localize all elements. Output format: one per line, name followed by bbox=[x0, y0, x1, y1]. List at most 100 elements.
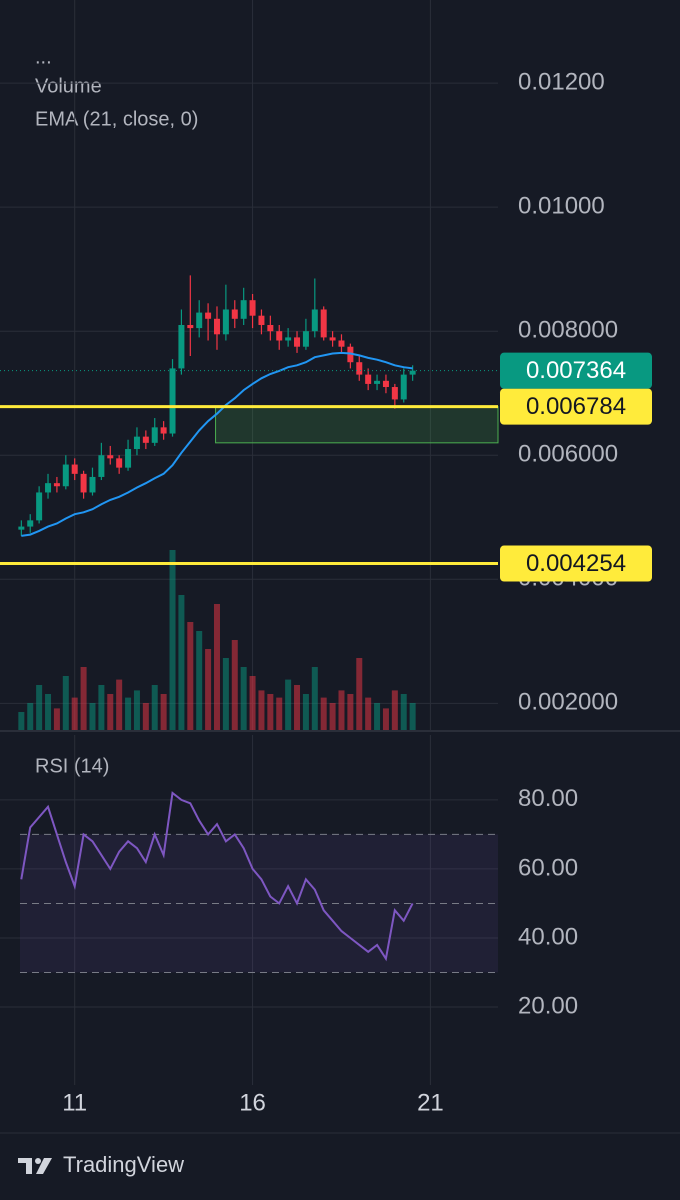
volume-bar bbox=[382, 708, 389, 730]
candle-body bbox=[391, 387, 398, 400]
candle-body bbox=[231, 309, 238, 319]
volume-bar bbox=[125, 697, 132, 730]
price-badge-label: 0.006784 bbox=[526, 393, 626, 420]
volume-bar bbox=[36, 685, 43, 730]
volume-bar bbox=[285, 679, 292, 730]
volume-bar bbox=[365, 697, 372, 730]
legend-volume: Volume bbox=[35, 75, 102, 97]
candle-body bbox=[205, 312, 212, 319]
y-tick-label: 0.01000 bbox=[518, 192, 605, 219]
candle-body bbox=[169, 368, 176, 434]
candle-body bbox=[329, 337, 336, 341]
candle-body bbox=[320, 309, 327, 338]
volume-bar bbox=[187, 622, 194, 730]
candle-body bbox=[294, 337, 301, 347]
volume-bar bbox=[62, 676, 69, 730]
candle-body bbox=[302, 331, 309, 347]
candle-body bbox=[356, 362, 363, 375]
volume-bar bbox=[329, 703, 336, 730]
volume-bar bbox=[160, 694, 167, 730]
volume-bar bbox=[142, 703, 149, 730]
volume-bar bbox=[80, 667, 87, 730]
volume-bar bbox=[107, 694, 114, 730]
volume-bar bbox=[374, 703, 381, 730]
volume-bar bbox=[302, 694, 309, 730]
volume-bar bbox=[267, 694, 274, 730]
y-tick-label: 20.00 bbox=[518, 992, 578, 1019]
y-tick-label: 80.00 bbox=[518, 785, 578, 812]
candle-body bbox=[160, 427, 167, 434]
volume-bar bbox=[151, 685, 158, 730]
volume-bar bbox=[98, 685, 105, 730]
last-price-badge bbox=[500, 352, 652, 389]
rsi-title: RSI (14) bbox=[35, 755, 109, 777]
volume-bar bbox=[18, 712, 25, 730]
volume-bar bbox=[347, 694, 354, 730]
candle-body bbox=[213, 318, 220, 335]
volume-bar bbox=[205, 649, 212, 730]
volume-bar bbox=[276, 697, 283, 730]
candle-body bbox=[125, 449, 132, 468]
volume-bar bbox=[71, 697, 78, 730]
candle-body bbox=[222, 309, 229, 335]
volume-bar bbox=[400, 694, 407, 730]
volume-bar bbox=[231, 640, 238, 730]
candle-body bbox=[240, 300, 247, 319]
price-badge-label: 0.004254 bbox=[526, 550, 626, 577]
candle-body bbox=[36, 492, 43, 521]
candle-body bbox=[62, 464, 69, 487]
volume-bar bbox=[27, 703, 34, 730]
volume-bar bbox=[258, 690, 265, 730]
candle-body bbox=[53, 483, 60, 487]
candle-body bbox=[267, 324, 274, 332]
candle-body bbox=[71, 464, 78, 474]
volume-bar bbox=[178, 595, 185, 730]
y-tick-label: 0.006000 bbox=[518, 441, 618, 468]
volume-bar bbox=[196, 631, 203, 730]
y-tick-label: 60.00 bbox=[518, 854, 578, 881]
price-badge bbox=[500, 545, 652, 582]
brand-logo bbox=[18, 1158, 52, 1174]
volume-bar bbox=[169, 550, 176, 730]
volume-bar bbox=[320, 697, 327, 730]
brand-name: TradingView bbox=[63, 1152, 184, 1177]
candle-body bbox=[18, 526, 25, 530]
candle-body bbox=[400, 374, 407, 400]
volume-bar bbox=[356, 658, 363, 730]
candle-body bbox=[276, 331, 283, 341]
candle-body bbox=[178, 324, 185, 369]
volume-bar bbox=[391, 690, 398, 730]
legend-ema: EMA (21, close, 0) bbox=[35, 108, 198, 130]
candle-body bbox=[142, 436, 149, 443]
candle-body bbox=[151, 427, 158, 443]
candle-body bbox=[196, 312, 203, 329]
candle-body bbox=[258, 315, 265, 325]
candle-body bbox=[187, 324, 194, 329]
candle-body bbox=[116, 458, 123, 468]
candle-body bbox=[338, 340, 345, 347]
volume-bar bbox=[53, 708, 60, 730]
volume-bar bbox=[409, 703, 416, 730]
volume-bar bbox=[89, 703, 96, 730]
y-tick-label: 40.00 bbox=[518, 923, 578, 950]
volume-bar bbox=[116, 679, 123, 730]
volume-bar bbox=[213, 604, 220, 730]
candle-body bbox=[365, 374, 372, 384]
y-tick-label: 0.01200 bbox=[518, 68, 605, 95]
x-tick-label: 16 bbox=[239, 1089, 266, 1116]
candle-body bbox=[27, 520, 34, 527]
last-price-label: 0.007364 bbox=[526, 357, 626, 384]
candle-body bbox=[80, 473, 87, 493]
candle-body bbox=[45, 483, 52, 493]
candle-body bbox=[382, 380, 389, 388]
candle-body bbox=[89, 476, 96, 493]
legend-menu: ... bbox=[35, 46, 52, 68]
candle-body bbox=[311, 309, 318, 332]
candle-body bbox=[133, 436, 140, 450]
volume-bar bbox=[338, 690, 345, 730]
x-tick-label: 11 bbox=[62, 1089, 87, 1116]
y-tick-label: 0.008000 bbox=[518, 317, 618, 344]
candle-body bbox=[374, 380, 381, 384]
